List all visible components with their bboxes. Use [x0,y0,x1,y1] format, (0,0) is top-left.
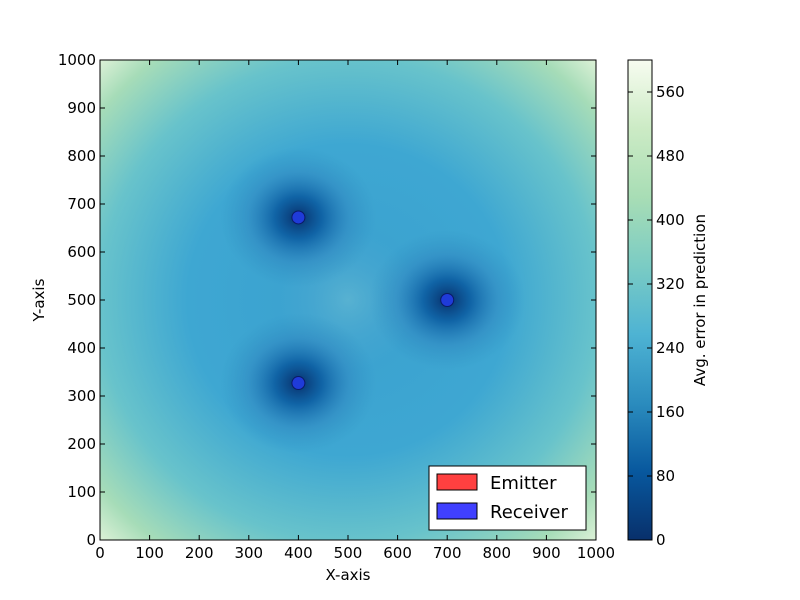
colorbar-tick-label: 320 [656,275,685,293]
x-tick-label: 0 [95,544,105,562]
receiver-markers [291,210,455,391]
x-tick-label: 900 [532,544,561,562]
colorbar: 0 80 160 240 320 400 480 560 [627,59,685,549]
y-tick-label: 100 [67,483,96,501]
x-tick-label: 200 [185,544,214,562]
colorbar-bar [627,59,653,541]
y-tick-label: 700 [67,195,96,213]
receiver-marker [440,293,455,307]
legend: Emitter Receiver [428,465,587,531]
x-tick-label: 700 [433,544,462,562]
legend-label-receiver: Receiver [490,502,568,523]
y-tick-label: 800 [67,147,96,165]
legend-label-emitter: Emitter [490,473,557,494]
colorbar-tick-label: 560 [656,83,685,101]
colorbar-tick-label: 480 [656,147,685,165]
colorbar-label: Avg. error in prediction [691,214,709,386]
y-tick-label: 400 [67,339,96,357]
axes: 0 100 200 300 400 500 600 700 800 900 1000 0 100 200 3… [58,51,615,562]
x-tick-label: 800 [482,544,511,562]
y-tick-label: 500 [67,291,96,309]
y-tick-label: 200 [67,435,96,453]
receiver-marker [291,376,306,391]
colorbar-tick-label: 80 [656,467,675,485]
y-tick-label: 900 [67,99,96,117]
x-tick-label: 300 [234,544,263,562]
x-tick-label: 600 [383,544,412,562]
x-tick-label: 100 [135,544,164,562]
y-tick-label: 300 [67,387,96,405]
receiver-marker [291,210,306,225]
y-tick-label: 600 [67,243,96,261]
colorbar-tick-label: 400 [656,211,685,229]
x-tick-label: 1000 [577,544,615,562]
x-tick-label: 500 [334,544,363,562]
x-axis-label: X-axis [326,566,371,584]
y-tick-label: 1000 [58,51,96,69]
colorbar-tick-label: 240 [656,339,685,357]
colorbar-tick-label: 0 [656,531,666,549]
y-axis-label: Y-axis [30,278,48,322]
legend-swatch-emitter [436,473,478,491]
heatmap-area [100,60,596,540]
legend-swatch-receiver [436,502,478,520]
x-tick-label: 400 [284,544,313,562]
y-tick-label: 0 [86,531,96,549]
colorbar-tick-label: 160 [656,403,685,421]
